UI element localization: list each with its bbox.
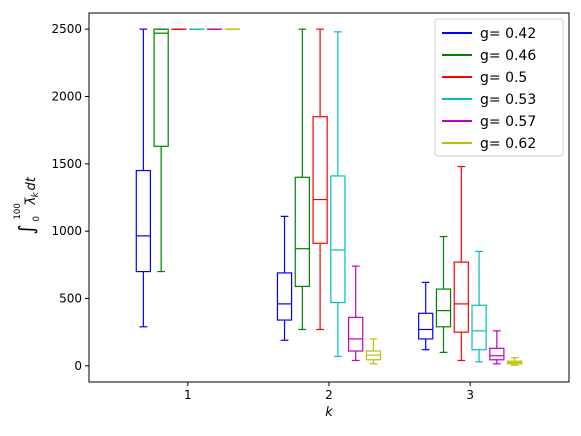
- x-tick-label: 2: [325, 388, 333, 402]
- iqr-box: [471, 304, 487, 351]
- x-tick-label: 3: [466, 388, 474, 402]
- iqr-box: [418, 312, 434, 340]
- y-label-subscript: k: [31, 192, 41, 198]
- box-g0.46-k3: [435, 235, 452, 353]
- legend-label: g= 0.46: [480, 48, 536, 64]
- x-axis-label: k: [325, 405, 333, 420]
- box-g0.62-k2: [365, 338, 382, 365]
- box-g0.57-k3: [489, 330, 505, 365]
- legend-label: g= 0.42: [480, 26, 536, 42]
- box-g0.42-k3: [418, 281, 434, 351]
- box-g0.42-k1: [135, 28, 152, 328]
- y-label-lower-limit: 0: [32, 216, 42, 221]
- box-g0.46-k1: [153, 28, 169, 273]
- x-tick-label: 1: [184, 388, 192, 402]
- y-tick-label: 1500: [51, 157, 82, 171]
- box-g0.53-k3: [471, 250, 487, 363]
- box-g0.53-k2: [330, 31, 346, 358]
- legend-label: g= 0.5: [480, 70, 527, 86]
- box-g0.5-k2: [312, 28, 328, 331]
- iqr-box: [348, 316, 364, 352]
- y-label-upper-limit: 100: [13, 203, 23, 219]
- box-g0.5-k3: [453, 165, 469, 362]
- legend-label: g= 0.53: [480, 92, 536, 108]
- box-g0.42-k2: [276, 215, 293, 341]
- legend-item: g= 0.5: [442, 70, 527, 86]
- y-axis: 0 500 1000 1500 2000 2500: [51, 22, 89, 373]
- iqr-box: [312, 116, 328, 244]
- iqr-box: [330, 175, 346, 304]
- iqr-box: [489, 347, 505, 361]
- x-axis: 1 2 3: [184, 382, 474, 402]
- y-label-integrand: λ: [24, 197, 39, 206]
- box-g0.46-k2: [294, 28, 310, 331]
- y-tick-label: 2000: [51, 89, 82, 103]
- iqr-box: [453, 261, 469, 333]
- y-tick-label: 1000: [51, 224, 82, 238]
- y-label-differential: dt: [24, 176, 39, 190]
- iqr-box: [153, 28, 169, 147]
- legend: g= 0.42 g= 0.46 g= 0.5 g= 0.53 g= 0.57 g= 0.6…: [434, 18, 564, 157]
- legend-item: g= 0.42: [442, 26, 536, 42]
- legend-label: g= 0.62: [480, 136, 536, 152]
- y-tick-label: 0: [74, 359, 82, 373]
- y-label-integral: ∫: [14, 224, 38, 234]
- iqr-box: [435, 288, 452, 328]
- iqr-box: [276, 272, 293, 321]
- legend-item: g= 0.46: [442, 48, 536, 64]
- boxes-group: [135, 28, 523, 366]
- iqr-box: [135, 169, 152, 273]
- legend-item: g= 0.57: [442, 114, 536, 130]
- box-g0.57-k2: [348, 265, 364, 362]
- legend-label: g= 0.57: [480, 114, 536, 130]
- legend-item: g= 0.53: [442, 92, 536, 108]
- iqr-box: [294, 176, 310, 287]
- box-g0.62-k3: [506, 357, 523, 366]
- y-tick-label: 2500: [51, 22, 82, 36]
- y-tick-label: 500: [59, 292, 82, 306]
- legend-item: g= 0.62: [442, 136, 536, 152]
- y-axis-label: ∫ 100 0 λ k dt: [13, 176, 42, 234]
